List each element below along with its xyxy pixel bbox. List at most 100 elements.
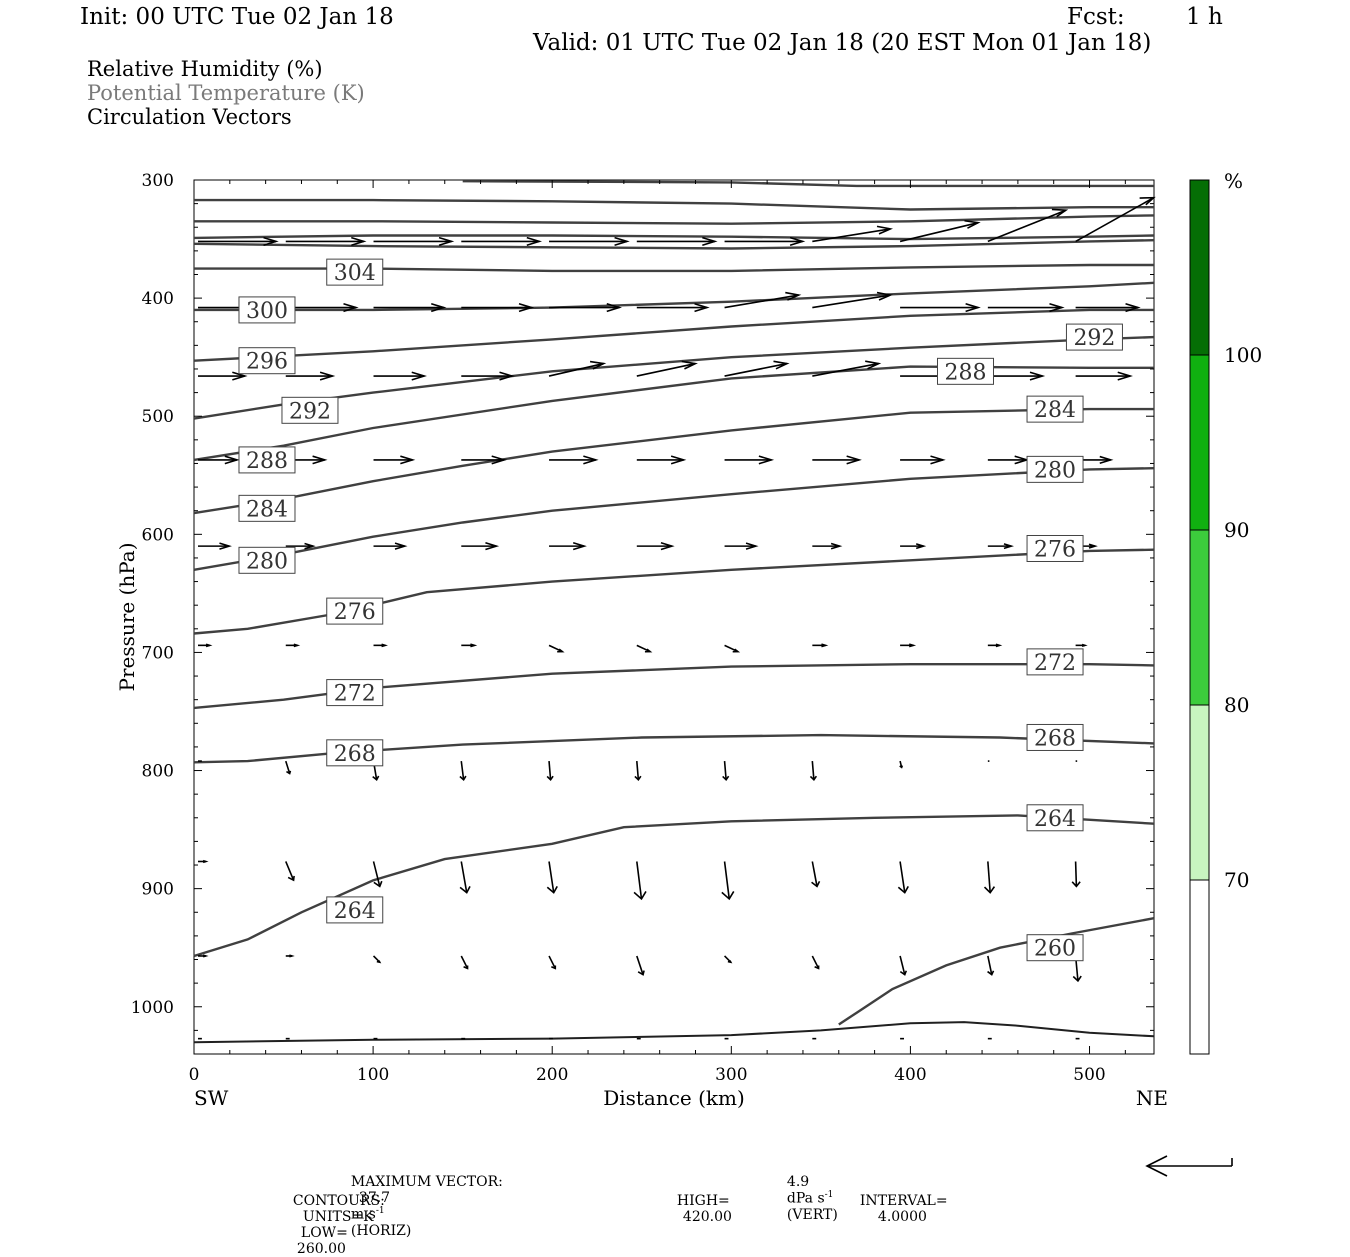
circulation-vector <box>724 644 741 653</box>
circulation-vector <box>721 861 735 901</box>
legend-theta: Potential Temperature (K) <box>87 81 365 105</box>
circulation-vector <box>285 236 367 246</box>
y-tick-label: 400 <box>142 289 174 309</box>
valid-time: Valid: 01 UTC Tue 02 Jan 18 (20 EST Mon … <box>533 30 1152 56</box>
x-tick-label: 400 <box>894 1065 926 1085</box>
isentrope-268 <box>193 733 1155 764</box>
svg-text:264: 264 <box>334 899 376 924</box>
max-vector-vert-value: 4.9 <box>786 1174 810 1190</box>
svg-text:304: 304 <box>334 261 376 286</box>
y-axis-label: Pressure (hPa) <box>115 543 139 692</box>
contour-label-276: 276 <box>1026 534 1084 562</box>
circulation-vector <box>900 543 927 550</box>
circulation-vector <box>284 760 292 775</box>
x-tick-label: 500 <box>1073 1065 1105 1085</box>
isentrope-324 <box>462 180 1154 188</box>
svg-text:300: 300 <box>246 299 288 324</box>
colorbar-segment-70-80 <box>1189 704 1210 881</box>
circulation-vector <box>636 360 698 377</box>
circulation-vector <box>461 643 478 648</box>
circulation-vector <box>987 208 1069 243</box>
circulation-vector <box>1075 371 1133 381</box>
circulation-vector <box>724 955 733 964</box>
circulation-vector <box>724 291 802 309</box>
svg-text:272: 272 <box>334 682 376 707</box>
circulation-vector <box>636 302 710 313</box>
x-axis-label: Distance (km) <box>603 1086 745 1110</box>
circulation-vector <box>549 302 622 313</box>
circulation-vector <box>461 236 543 246</box>
circulation-vector <box>987 543 1014 550</box>
contour-label-300: 300 <box>238 296 296 324</box>
isentrope-260 <box>838 917 1155 1026</box>
circulation-vector <box>987 955 995 976</box>
contour-label-272: 272 <box>326 679 384 707</box>
circulation-vector <box>811 861 821 888</box>
circulation-vector <box>634 761 642 782</box>
contour-label-280: 280 <box>238 546 296 574</box>
y-tick-label: 500 <box>142 407 174 427</box>
contours-interval: INTERVAL= 4.0000 <box>851 1177 948 1225</box>
circulation-vector <box>285 371 336 381</box>
circulation-vector <box>461 371 515 381</box>
y-tick-label: 300 <box>142 171 174 191</box>
legend-vectors: Circulation Vectors <box>87 105 292 129</box>
circulation-vector <box>724 236 806 246</box>
plot-frame <box>193 179 1155 1055</box>
svg-text:292: 292 <box>1073 326 1115 351</box>
svg-text:276: 276 <box>1034 537 1076 562</box>
circulation-vector <box>636 542 675 551</box>
circulation-vector <box>373 371 427 381</box>
colorbar-segment-below-70 <box>1189 879 1210 1055</box>
x-tick-label: 100 <box>357 1065 389 1085</box>
contour-label-276: 276 <box>326 597 384 625</box>
circulation-vector <box>461 302 535 313</box>
forecast-hour: 1 h <box>1186 4 1223 30</box>
circulation-vector <box>722 761 730 782</box>
circulation-vector <box>285 861 295 882</box>
circulation-vector <box>546 861 558 894</box>
circulation-vector <box>548 360 607 377</box>
circulation-vector <box>459 760 467 782</box>
circulation-vector <box>812 643 829 648</box>
contour-label-288: 288 <box>238 446 296 474</box>
y-tick-label: 600 <box>142 525 174 545</box>
circulation-vector <box>633 861 647 901</box>
colorbar-segment-90-100 <box>1189 354 1210 531</box>
colorbar-unit: % <box>1224 169 1243 193</box>
svg-text:268: 268 <box>1034 726 1076 751</box>
circulation-vector <box>549 455 599 465</box>
contours-interval-value: 4.0000 <box>877 1209 927 1225</box>
max-vector-vert-sup: -1 <box>824 1190 834 1200</box>
circulation-vector <box>812 225 894 243</box>
circulation-vector <box>548 644 565 653</box>
contour-label-280: 280 <box>1026 455 1084 483</box>
init-time: Init: 00 UTC Tue 02 Jan 18 <box>80 4 394 30</box>
y-tick-label: 900 <box>142 880 174 900</box>
circulation-vector <box>983 861 996 894</box>
colorbar-label: 90 <box>1224 518 1249 542</box>
circulation-vector <box>1071 861 1081 888</box>
circulation-vector <box>900 455 946 465</box>
circulation-vector <box>549 542 587 551</box>
circulation-vector <box>198 371 248 381</box>
svg-text:292: 292 <box>289 399 331 424</box>
contours-low: 260.00 <box>296 1241 346 1257</box>
circulation-vector <box>198 455 240 465</box>
contour-label-260: 260 <box>1026 934 1084 962</box>
circulation-vector <box>373 542 408 550</box>
contour-label-288: 288 <box>936 357 994 385</box>
colorbar-segment-80-90 <box>1189 529 1210 706</box>
circulation-vector <box>1075 643 1088 648</box>
circulation-vector <box>987 455 1030 465</box>
contour-label-292: 292 <box>1065 323 1123 351</box>
circulation-vector <box>198 859 209 864</box>
circulation-vector <box>459 861 471 894</box>
svg-text:272: 272 <box>1034 651 1076 676</box>
contour-label-264: 264 <box>1026 804 1084 832</box>
circulation-vector <box>897 861 909 894</box>
circulation-vector <box>899 955 908 976</box>
circulation-vector <box>812 542 843 550</box>
contour-label-304: 304 <box>326 258 384 286</box>
legend-rh: Relative Humidity (%) <box>87 57 323 81</box>
